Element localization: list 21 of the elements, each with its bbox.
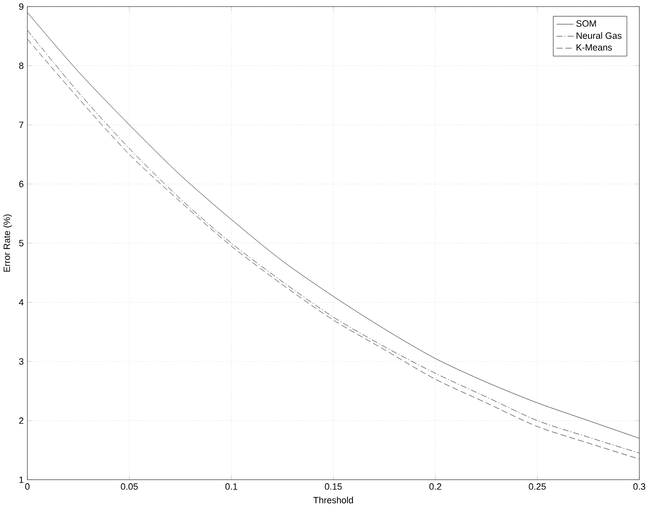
- y-tick-label: 5: [19, 240, 24, 246]
- legend-label: Neural Gas: [576, 32, 622, 39]
- y-axis-title: Error Rate (%): [3, 214, 12, 272]
- x-tick-label: 0.05: [120, 483, 138, 490]
- y-tick-label: 7: [19, 122, 24, 128]
- x-tick-label: 0.25: [528, 483, 546, 490]
- y-tick-label: 8: [19, 62, 24, 70]
- legend-label: SOM: [576, 20, 596, 27]
- x-tick-label: 0.1: [225, 483, 238, 490]
- y-tick-label: 9: [19, 3, 24, 10]
- y-tick-label: 2: [19, 418, 24, 424]
- y-tick-label: 3: [19, 358, 24, 365]
- legend-label: K-Means: [576, 44, 612, 51]
- x-tick-label: 0.15: [324, 483, 342, 490]
- x-tick-label: 0: [25, 483, 30, 490]
- x-tick-label: 0.2: [429, 483, 442, 490]
- x-tick-label: 0.3: [633, 483, 646, 490]
- x-axis-title: Threshold: [313, 496, 353, 504]
- y-tick-label: 1: [19, 476, 24, 484]
- y-tick-label: 6: [19, 180, 24, 188]
- y-tick-label: 4: [18, 299, 24, 306]
